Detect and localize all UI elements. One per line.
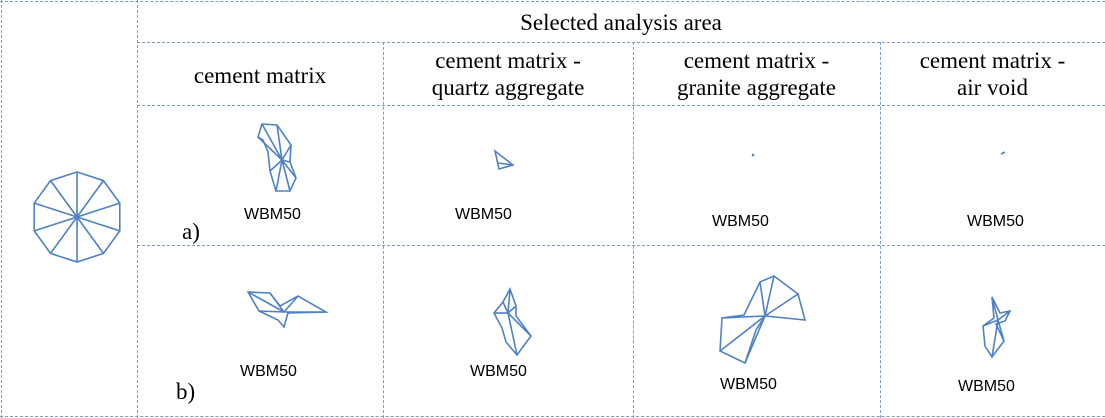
decagon-spoke — [76, 180, 105, 218]
rule — [880, 42, 881, 418]
glyph — [493, 149, 515, 171]
glyph — [246, 291, 329, 329]
decagon-spoke — [49, 216, 78, 254]
column-line: cement matrix - — [919, 48, 1066, 73]
decagon-spoke — [33, 216, 78, 232]
glyph — [257, 123, 297, 192]
cell-label: WBM50 — [958, 378, 1015, 395]
reference-glyph — [33, 171, 121, 263]
column-header: cement matrix - granite aggregate — [633, 47, 880, 101]
column-line: cement matrix — [193, 63, 327, 88]
column-line: air void — [957, 75, 1028, 100]
cell-label: WBM50 — [967, 213, 1024, 230]
rule — [0, 1, 1105, 2]
rule — [633, 42, 634, 418]
glyph — [719, 275, 807, 365]
rule — [137, 42, 1105, 43]
glyph — [493, 287, 532, 357]
rule — [0, 416, 1105, 417]
glyph — [1000, 151, 1006, 155]
column-line: quartz aggregate — [431, 75, 585, 100]
column-header: cement matrix - quartz aggregate — [383, 47, 633, 101]
column-header: cement matrix — [137, 62, 383, 89]
decagon-spoke — [76, 216, 121, 232]
glyph — [751, 153, 755, 157]
rule — [137, 0, 138, 418]
cell-label: WBM50 — [455, 206, 512, 223]
rule — [137, 105, 1105, 106]
decagon-spoke — [33, 202, 78, 218]
cell-label: WBM50 — [244, 206, 301, 223]
rule — [137, 245, 1105, 246]
cell-label: WBM50 — [240, 363, 297, 380]
decagon-spoke — [76, 216, 105, 254]
column-line: granite aggregate — [677, 75, 836, 100]
decagon-spoke — [49, 180, 78, 218]
column-header: cement matrix - air void — [880, 47, 1105, 101]
row-label: a) — [182, 219, 200, 244]
cell-label: WBM50 — [712, 213, 769, 230]
rule — [383, 42, 384, 418]
decagon-spoke — [76, 202, 121, 218]
glyph — [982, 296, 1012, 359]
cell-label: WBM50 — [470, 363, 527, 380]
rule — [1, 0, 2, 418]
column-line: cement matrix - — [435, 48, 581, 73]
header-title: Selected analysis area — [520, 10, 722, 35]
cell-label: WBM50 — [720, 376, 777, 393]
column-line: cement matrix - — [683, 48, 830, 73]
row-label: b) — [176, 379, 196, 404]
